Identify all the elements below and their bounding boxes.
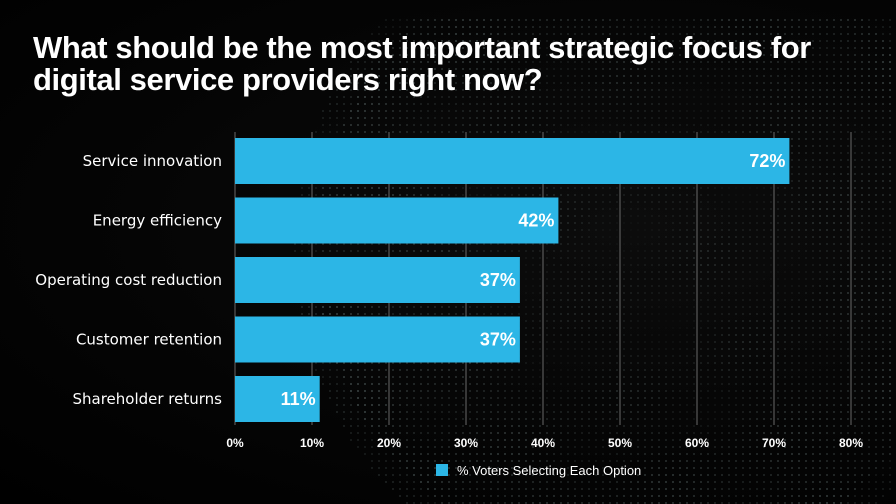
bar: [235, 138, 790, 184]
legend: % Voters Selecting Each Option: [436, 461, 641, 479]
category-label: Customer retention: [76, 331, 222, 349]
category-label: Energy efficiency: [93, 212, 222, 230]
data-label: 72%: [749, 151, 785, 171]
data-label: 11%: [281, 389, 316, 409]
x-tick-label: 50%: [608, 436, 632, 450]
x-tick-label: 70%: [762, 436, 786, 450]
data-label: 37%: [480, 270, 516, 290]
bar: [235, 316, 520, 363]
category-label: Service innovation: [83, 152, 222, 170]
data-label: 42%: [518, 211, 554, 231]
bar: [235, 257, 520, 303]
data-label: 37%: [480, 330, 516, 350]
category-label: Shareholder returns: [72, 390, 222, 408]
legend-swatch: [436, 464, 448, 476]
x-tick-label: 10%: [300, 436, 324, 450]
legend-label: % Voters Selecting Each Option: [457, 462, 642, 478]
x-tick-label: 20%: [377, 436, 401, 450]
chart-title: What should be the most important strate…: [33, 30, 811, 97]
x-tick-label: 0%: [226, 436, 244, 450]
x-tick-label: 80%: [839, 436, 863, 450]
category-label: Operating cost reduction: [35, 271, 222, 289]
x-tick-label: 60%: [685, 436, 709, 450]
bar: [235, 376, 320, 422]
x-tick-label: 30%: [454, 436, 478, 450]
bar: [235, 197, 559, 244]
x-tick-label: 40%: [531, 436, 555, 450]
